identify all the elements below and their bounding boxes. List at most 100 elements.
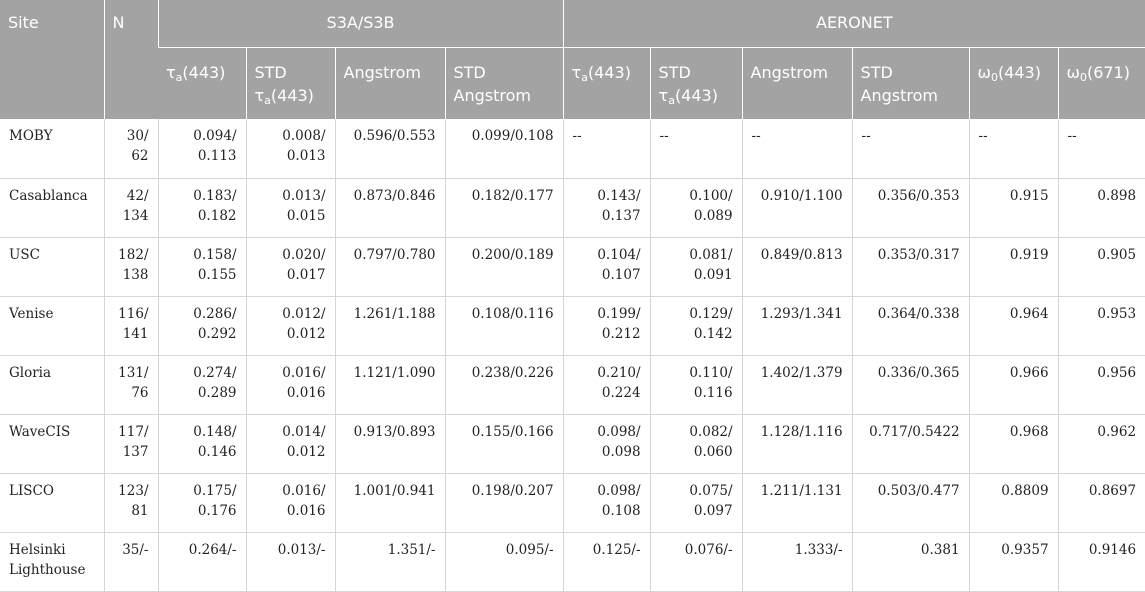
cell-value: 0.016 bbox=[286, 384, 326, 401]
cell-value: 0.012 bbox=[286, 443, 326, 460]
cell-value: 0.175/ bbox=[193, 482, 237, 499]
header-subscript: a bbox=[175, 70, 183, 84]
header-subscript: 0 bbox=[1079, 70, 1087, 84]
header-std-angstrom-s3: STD Angstrom bbox=[444, 47, 564, 119]
cell-value: 0.008/ bbox=[282, 128, 326, 144]
cell-w443: 0.8809 bbox=[968, 473, 1059, 533]
cell-std-tau-s3: 0.016/0.016 bbox=[245, 473, 335, 533]
cell-value: 0.146 bbox=[197, 443, 237, 460]
cell-value: 0.082/ bbox=[689, 423, 733, 440]
cell-value: 116/ bbox=[118, 305, 149, 322]
header-symbol: ω bbox=[977, 62, 991, 82]
cell-tau-s3: 0.175/0.176 bbox=[157, 473, 246, 533]
header-omega-671: ω0(671) bbox=[1057, 47, 1145, 119]
cell-std-tau-aer: 0.129/0.142 bbox=[649, 296, 743, 356]
header-symbol: τ bbox=[166, 62, 176, 82]
cell-w443: 0.9357 bbox=[968, 532, 1059, 592]
cell-value: 0.913/0.893 bbox=[353, 423, 436, 440]
cell-std-ang-aer: 0.356/0.353 bbox=[851, 178, 970, 238]
cell-std-ang-aer: 0.336/0.365 bbox=[851, 355, 970, 415]
cell-tau-s3: 0.094/0.113 bbox=[157, 119, 246, 179]
cell-std-tau-aer: 0.082/0.060 bbox=[649, 414, 743, 474]
cell-value: 0.113 bbox=[197, 148, 237, 164]
cell-value: 1.333/- bbox=[794, 541, 843, 558]
cell-value: 0.356/0.353 bbox=[877, 187, 960, 204]
cell-value: 0.155 bbox=[197, 266, 237, 283]
cell-std-ang-aer: 0.364/0.338 bbox=[851, 296, 970, 356]
cell-value: 0.289 bbox=[197, 384, 237, 401]
cell-value: 0.9357 bbox=[1001, 541, 1049, 558]
header-label: Angstrom bbox=[343, 62, 421, 82]
header-angstrom-s3: Angstrom bbox=[334, 47, 445, 119]
cell-value: 0.956 bbox=[1097, 364, 1137, 381]
cell-value: 0.089 bbox=[693, 207, 733, 224]
header-line: STD bbox=[860, 62, 893, 82]
cell-std-tau-s3: 0.020/0.017 bbox=[245, 237, 335, 297]
cell-std-ang-s3: 0.200/0.189 bbox=[444, 237, 564, 297]
cell-std-tau-aer: 0.110/0.116 bbox=[649, 355, 743, 415]
cell-value: 0.013/- bbox=[277, 541, 326, 558]
cell-std-ang-s3: 0.155/0.166 bbox=[444, 414, 564, 474]
cell-tau-aer: 0.210/0.224 bbox=[562, 355, 651, 415]
cell-value: 0.264/- bbox=[188, 541, 237, 558]
cell-value: 0.199/ bbox=[597, 305, 641, 322]
cell-value: 134 bbox=[122, 207, 149, 224]
cell-value: 42/ bbox=[126, 187, 149, 204]
cell-site: LISCO bbox=[0, 473, 104, 533]
cell-std-ang-s3: 0.099/0.108 bbox=[444, 119, 564, 179]
cell-value: 0.099/0.108 bbox=[471, 128, 554, 144]
header-std-angstrom-aeronet: STD Angstrom bbox=[851, 47, 970, 119]
cell-value: 0.9146 bbox=[1088, 541, 1137, 558]
cell-value: 76 bbox=[131, 384, 149, 401]
header-tau-aeronet: τa(443) bbox=[562, 47, 651, 119]
cell-value: -- bbox=[572, 128, 582, 144]
cell-value: 0.137 bbox=[601, 207, 641, 224]
cell-value: 138 bbox=[122, 266, 149, 283]
table-row: Gloria 131/76 0.274/0.289 0.016/0.016 1.121/… bbox=[0, 355, 1145, 415]
cell-n: 116/141 bbox=[103, 296, 158, 356]
cell-std-ang-s3: 0.095/- bbox=[444, 532, 564, 592]
cell-value: 0.098 bbox=[601, 443, 641, 460]
cell-value: 0.075/ bbox=[689, 482, 733, 499]
cell-value: 0.148/ bbox=[193, 423, 237, 440]
cell-value: Venise bbox=[9, 305, 54, 322]
cell-w671: 0.9146 bbox=[1057, 532, 1145, 592]
header-subscript: 0 bbox=[990, 70, 998, 84]
cell-value: 0.116 bbox=[693, 384, 733, 401]
header-line: STD bbox=[453, 62, 486, 82]
cell-tau-s3: 0.286/0.292 bbox=[157, 296, 246, 356]
cell-value: 1.351/- bbox=[387, 541, 436, 558]
cell-value: 81 bbox=[131, 502, 149, 519]
cell-value: 0.905 bbox=[1097, 246, 1137, 263]
cell-value: 62 bbox=[131, 148, 149, 164]
cell-value: 0.210/ bbox=[597, 364, 641, 381]
cell-w671: 0.898 bbox=[1057, 178, 1145, 238]
cell-value: 0.016 bbox=[286, 502, 326, 519]
cell-w443: -- bbox=[968, 119, 1059, 179]
cell-site: Helsinki Lighthouse bbox=[0, 532, 104, 592]
cell-ang-s3: 0.797/0.780 bbox=[334, 237, 445, 297]
header-group-aeronet: AERONET bbox=[562, 0, 1145, 48]
cell-value: 0.176 bbox=[197, 502, 237, 519]
cell-ang-s3: 0.596/0.553 bbox=[334, 119, 445, 179]
cell-ang-aer: 0.910/1.100 bbox=[741, 178, 853, 238]
cell-value: 0.016/ bbox=[282, 364, 326, 381]
cell-value: 0.016/ bbox=[282, 482, 326, 499]
cell-std-tau-s3: 0.014/0.012 bbox=[245, 414, 335, 474]
cell-value: USC bbox=[9, 246, 40, 263]
header-subscript: a bbox=[668, 93, 675, 107]
header-subscript: a bbox=[581, 70, 588, 84]
cell-tau-aer: 0.098/0.098 bbox=[562, 414, 651, 474]
header-suffix: (443) bbox=[270, 85, 314, 105]
cell-value: 141 bbox=[122, 325, 149, 342]
cell-value: 0.962 bbox=[1097, 423, 1137, 440]
cell-site: MOBY bbox=[0, 119, 104, 179]
cell-value: 0.915 bbox=[1009, 187, 1049, 204]
header-suffix: (443) bbox=[182, 62, 226, 82]
cell-value: 0.849/0.813 bbox=[760, 246, 843, 263]
cell-w443: 0.968 bbox=[968, 414, 1059, 474]
cell-ang-aer: -- bbox=[741, 119, 853, 179]
cell-std-tau-s3: 0.016/0.016 bbox=[245, 355, 335, 415]
cell-w671: 0.956 bbox=[1057, 355, 1145, 415]
cell-value: 0.104/ bbox=[597, 246, 641, 263]
